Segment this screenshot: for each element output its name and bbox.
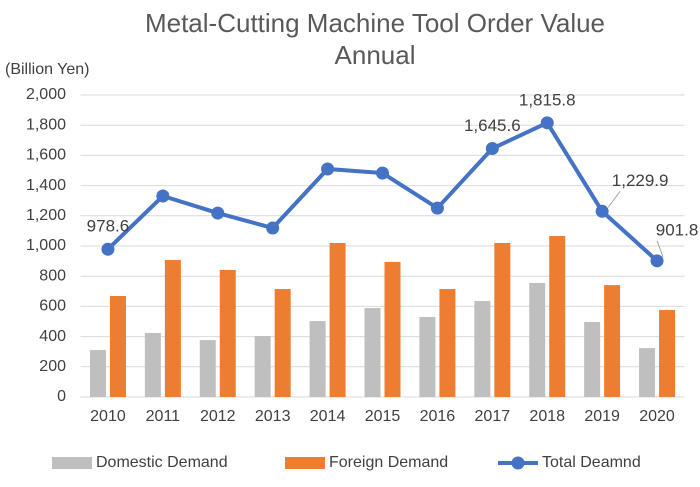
leader-line [656, 240, 664, 258]
x-tick-label: 2020 [639, 408, 675, 425]
bar [474, 300, 491, 397]
x-tick-label: 2010 [90, 408, 126, 425]
bar [329, 242, 346, 397]
bar [219, 270, 236, 397]
bar [199, 340, 216, 397]
line-point [485, 142, 499, 156]
bar [584, 321, 601, 397]
data-label: 1,815.8 [519, 90, 576, 109]
y-axis-label: (Billion Yen) [5, 61, 90, 78]
bar [274, 289, 291, 397]
bar [364, 308, 381, 397]
legend-label: Foreign Demand [329, 454, 448, 471]
legend-swatch [52, 457, 92, 469]
bar [659, 310, 676, 397]
y-tick-label: 1,200 [26, 207, 66, 224]
data-label: 1,645.6 [464, 116, 521, 135]
line-point [156, 189, 170, 203]
x-tick-label: 2014 [310, 408, 346, 425]
bar [549, 236, 566, 397]
y-tick-label: 600 [39, 298, 66, 315]
y-tick-label: 1,600 [26, 147, 66, 164]
line-point [266, 221, 280, 235]
x-tick-label: 2017 [475, 408, 511, 425]
legend-swatch [511, 456, 525, 470]
legend-label: Domestic Demand [96, 454, 228, 471]
y-tick-label: 1,000 [26, 237, 66, 254]
line-point [101, 242, 115, 256]
bar [109, 295, 126, 397]
line-point [540, 116, 554, 130]
bar [639, 348, 656, 397]
bar [604, 285, 621, 397]
legend-swatch [285, 457, 325, 469]
chart-title: Annual [335, 40, 416, 70]
x-tick-label: 2016 [420, 408, 456, 425]
y-tick-label: 200 [39, 358, 66, 375]
bar [89, 350, 106, 397]
data-label: 901.8 [656, 220, 699, 239]
data-label: 978.6 [87, 217, 130, 236]
bar [309, 321, 326, 397]
y-tick-label: 1,800 [26, 116, 66, 133]
y-tick-label: 1,400 [26, 177, 66, 194]
y-tick-label: 800 [39, 267, 66, 284]
bar [144, 332, 161, 397]
line-point [376, 166, 389, 180]
bar [254, 335, 271, 397]
line-point [595, 204, 609, 218]
bar [384, 262, 401, 397]
bar [419, 316, 436, 397]
y-tick-label: 400 [39, 328, 66, 345]
chart-title: Metal-Cutting Machine Tool Order Value [145, 8, 605, 38]
line-point [321, 162, 335, 176]
legend-label: Total Deamnd [542, 454, 641, 471]
line [106, 120, 659, 263]
x-tick-label: 2018 [529, 408, 565, 425]
x-tick-label: 2019 [584, 408, 620, 425]
x-tick-label: 2012 [200, 408, 236, 425]
bar [494, 242, 511, 397]
data-label: 1,229.9 [612, 171, 669, 190]
line-point [430, 201, 444, 215]
y-tick-label: 2,000 [26, 86, 66, 103]
y-tick-label: 0 [57, 388, 66, 405]
line-point [211, 206, 225, 220]
leader-line [607, 190, 621, 208]
x-tick-label: 2013 [255, 408, 291, 425]
x-tick-label: 2011 [146, 408, 181, 425]
bar [529, 282, 546, 397]
bar [164, 260, 181, 397]
bar [439, 289, 456, 397]
x-tick-label: 2015 [365, 408, 401, 425]
line-point [650, 254, 664, 268]
